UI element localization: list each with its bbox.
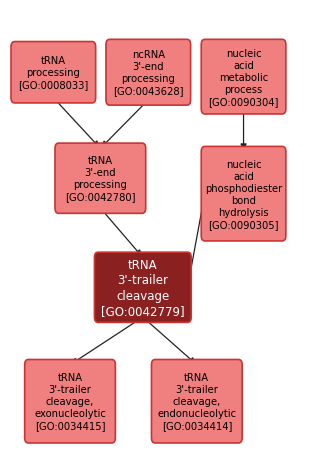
Text: tRNA
processing
[GO:0008033]: tRNA processing [GO:0008033]: [18, 56, 88, 90]
FancyBboxPatch shape: [201, 147, 286, 241]
Text: tRNA
3'-trailer
cleavage,
endonucleolytic
[GO:0034414]: tRNA 3'-trailer cleavage, endonucleolyti…: [157, 372, 236, 430]
Text: tRNA
3'-trailer
cleavage,
exonucleolytic
[GO:0034415]: tRNA 3'-trailer cleavage, exonucleolytic…: [34, 372, 106, 430]
Text: nucleic
acid
phosphodiester
bond
hydrolysis
[GO:0090305]: nucleic acid phosphodiester bond hydroly…: [205, 159, 282, 229]
Text: tRNA
3'-end
processing
[GO:0042780]: tRNA 3'-end processing [GO:0042780]: [65, 156, 136, 202]
FancyBboxPatch shape: [94, 252, 191, 323]
FancyBboxPatch shape: [106, 40, 191, 106]
FancyBboxPatch shape: [151, 360, 242, 443]
Text: tRNA
3'-trailer
cleavage
[GO:0042779]: tRNA 3'-trailer cleavage [GO:0042779]: [101, 258, 185, 317]
Text: ncRNA
3'-end
processing
[GO:0043628]: ncRNA 3'-end processing [GO:0043628]: [113, 50, 184, 96]
FancyBboxPatch shape: [11, 42, 96, 104]
FancyBboxPatch shape: [55, 144, 146, 214]
FancyBboxPatch shape: [201, 40, 286, 115]
FancyBboxPatch shape: [25, 360, 115, 443]
Text: nucleic
acid
metabolic
process
[GO:0090304]: nucleic acid metabolic process [GO:00903…: [208, 49, 279, 106]
